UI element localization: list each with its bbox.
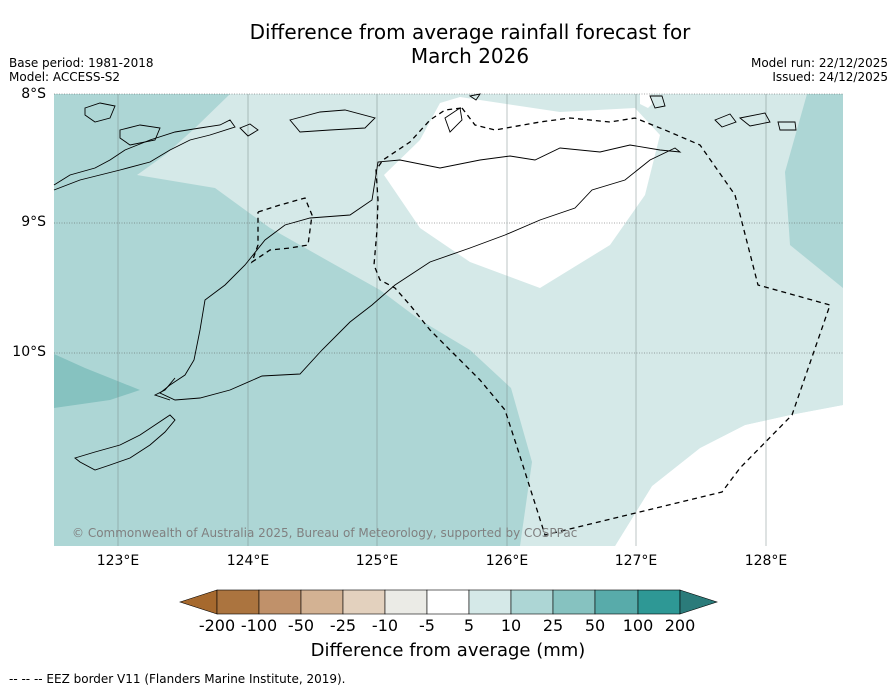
colorbar-tick-label: -25 <box>329 616 357 635</box>
colorbar-tick-label: -50 <box>287 616 315 635</box>
meta-right: Model run: 22/12/2025 Issued: 24/12/2025 <box>751 56 888 84</box>
lon-label-126e: 126°E <box>485 553 529 569</box>
colorbar-bin-8 <box>510 589 554 615</box>
colorbar-bin-6 <box>426 589 470 615</box>
lat-lines <box>54 93 843 354</box>
colorbar-tick-label: -10 <box>371 616 399 635</box>
title-line-1: Difference from average rainfall forecas… <box>249 20 691 44</box>
colorbar <box>179 589 718 615</box>
colorbar-bin-10 <box>594 589 639 615</box>
colorbar-tick-label: 200 <box>664 616 696 635</box>
colorbar-bin-4 <box>342 589 386 615</box>
lon-label-127e: 127°E <box>614 553 658 569</box>
eez-legend-footnote: -- -- -- EEZ border V11 (Flanders Marine… <box>9 672 346 686</box>
lon-label-125e: 125°E <box>355 553 399 569</box>
region-10-25-east <box>785 94 843 288</box>
colorbar-tick-label: 100 <box>622 616 654 635</box>
model-run: Model run: 22/12/2025 <box>750 56 888 70</box>
region-25-50 <box>54 354 140 408</box>
region-5-10 <box>137 94 843 546</box>
base-period: Base period: 1981-2018 <box>9 56 154 70</box>
colorbar-bin-2 <box>258 589 302 615</box>
colorbar-bin-3 <box>300 589 344 615</box>
colorbar-bin-1 <box>216 589 260 615</box>
colorbar-tick-label: 50 <box>584 616 606 635</box>
model-name: Model: ACCESS-S2 <box>9 70 121 84</box>
colorbar-tick-label: 5 <box>463 616 475 635</box>
issued-date: Issued: 24/12/2025 <box>772 70 888 84</box>
coastline <box>53 93 797 471</box>
colorbar-title: Difference from average (mm) <box>310 640 586 661</box>
colorbar-bin-9 <box>552 589 596 615</box>
lon-label-123e: 123°E <box>96 553 140 569</box>
lat-label-8s: 8°S <box>21 86 46 102</box>
region-white-south <box>615 405 843 546</box>
colorbar-tick-label: -5 <box>419 616 435 635</box>
region-white-islet <box>640 94 652 108</box>
lat-label-10s: 10°S <box>12 344 46 360</box>
region-white-north <box>384 97 660 288</box>
meta-left: Base period: 1981-2018 Model: ACCESS-S2 <box>9 56 154 84</box>
colorbar-tick-label: -100 <box>240 616 278 635</box>
copyright: © Commonwealth of Australia 2025, Bureau… <box>72 526 578 540</box>
colorbar-bin-11 <box>637 589 681 615</box>
lon-label-128e: 128°E <box>744 553 788 569</box>
lon-label-124e: 124°E <box>226 553 270 569</box>
chart-title: Difference from average rainfall forecas… <box>0 20 896 68</box>
eez-border <box>250 107 831 536</box>
colorbar-tick-label: -200 <box>198 616 236 635</box>
lat-label-9s: 9°S <box>21 214 46 230</box>
colorbar-bin-5 <box>384 589 428 615</box>
colorbar-extend-low <box>179 589 218 615</box>
colorbar-tick-label: 25 <box>542 616 564 635</box>
colorbar-bin-7 <box>468 589 512 615</box>
title-line-2: March 2026 <box>410 44 530 68</box>
colorbar-extend-high <box>679 589 718 615</box>
colorbar-tick-label: 10 <box>500 616 522 635</box>
